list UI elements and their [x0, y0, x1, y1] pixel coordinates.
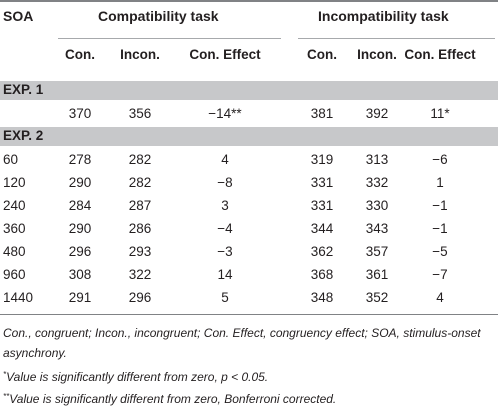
value-cell: 308 — [68, 267, 92, 282]
value-cell: 368 — [310, 267, 334, 282]
table-row: 960 308 322 14 368 361 −7 — [0, 264, 498, 287]
subheader-con-effect: Con. Effect — [189, 47, 261, 62]
section-label: EXP. 1 — [3, 82, 44, 97]
value-cell: 313 — [365, 152, 389, 167]
value-cell: 286 — [128, 221, 152, 236]
value-cell: 357 — [365, 244, 389, 259]
value-cell: 287 — [128, 198, 152, 213]
value-cell: −7 — [432, 267, 448, 282]
value-cell: 332 — [365, 175, 389, 190]
section-label: EXP. 2 — [3, 128, 44, 143]
table-row: 480 296 293 −3 362 357 −5 — [0, 241, 498, 264]
value-cell: 381 — [310, 106, 334, 121]
value-cell: −6 — [432, 152, 448, 167]
soa-cell: 480 — [3, 244, 26, 259]
group-rule-compatibility — [58, 38, 281, 39]
table-top-rule — [0, 0, 498, 2]
subheader-con: Con. — [65, 47, 95, 62]
soa-cell: 120 — [3, 175, 26, 190]
group-header-incompatibility: Incompatibility task — [318, 8, 449, 24]
value-cell: −5 — [432, 244, 448, 259]
value-cell: 352 — [365, 290, 389, 305]
value-cell: 356 — [128, 106, 152, 121]
value-cell: 296 — [68, 244, 92, 259]
value-cell: 322 — [128, 267, 152, 282]
value-cell: 296 — [128, 290, 152, 305]
table-bottom-rule — [0, 314, 498, 315]
table-row: 1440 291 296 5 348 352 4 — [0, 287, 498, 310]
value-cell: −8 — [217, 175, 233, 190]
value-cell: 290 — [68, 221, 92, 236]
value-cell: 290 — [68, 175, 92, 190]
value-cell: 282 — [128, 152, 152, 167]
soa-cell: 360 — [3, 221, 26, 236]
value-cell: −1 — [432, 221, 448, 236]
value-cell: 3 — [221, 198, 229, 213]
table-footnotes: Con., congruent; Incon., incongruent; Co… — [3, 323, 493, 409]
footnote-bonferroni: **Value is significantly different from … — [3, 387, 493, 409]
value-cell: 344 — [310, 221, 334, 236]
value-cell: 1 — [436, 175, 444, 190]
value-cell: 293 — [128, 244, 152, 259]
table-row: 360 290 286 −4 344 343 −1 — [0, 218, 498, 241]
value-cell: 282 — [128, 175, 152, 190]
section-band-exp2: EXP. 2 — [0, 127, 498, 146]
value-cell: 284 — [68, 198, 92, 213]
value-cell: 362 — [310, 244, 334, 259]
table-row: 60 278 282 4 319 313 −6 — [0, 149, 498, 172]
value-cell: 4 — [221, 152, 229, 167]
table-row: 370 356 −14** 381 392 11* — [0, 103, 498, 126]
subheader-row: Con. Incon. Con. Effect Con. Incon. Con.… — [0, 44, 498, 67]
group-header-compatibility: Compatibility task — [98, 8, 219, 24]
value-cell: −4 — [217, 221, 233, 236]
footnote-mark: ** — [3, 392, 10, 401]
value-cell: 331 — [310, 198, 334, 213]
subheader-incon: Incon. — [120, 47, 160, 62]
value-cell: 361 — [365, 267, 389, 282]
soa-cell: 240 — [3, 198, 26, 213]
value-cell: 370 — [68, 106, 92, 121]
value-cell: 278 — [68, 152, 92, 167]
value-cell: 291 — [68, 290, 92, 305]
soa-cell: 60 — [3, 152, 19, 167]
value-cell: 319 — [310, 152, 334, 167]
value-cell: 331 — [310, 175, 334, 190]
subheader-incon: Incon. — [357, 47, 397, 62]
table-row: 120 290 282 −8 331 332 1 — [0, 172, 498, 195]
subheader-con: Con. — [307, 47, 337, 62]
footnote-text: Value is significantly different from ze… — [9, 392, 337, 406]
value-cell: 4 — [436, 290, 444, 305]
value-cell: 14 — [217, 267, 233, 282]
footnote-text: Value is significantly different from ze… — [6, 370, 269, 384]
value-cell: 348 — [310, 290, 334, 305]
footnote-abbreviations: Con., congruent; Incon., incongruent; Co… — [3, 326, 481, 360]
subheader-con-effect: Con. Effect — [404, 47, 476, 62]
footnote-significance: *Value is significantly different from z… — [3, 365, 493, 387]
soa-cell: 960 — [3, 267, 26, 282]
value-cell: 392 — [365, 106, 389, 121]
column-header-soa: SOA — [3, 8, 34, 24]
value-cell: 330 — [365, 198, 389, 213]
group-rule-incompatibility — [298, 38, 495, 39]
value-cell: 343 — [365, 221, 389, 236]
footnote-mark: * — [3, 370, 7, 379]
table-row: 240 284 287 3 331 330 −1 — [0, 195, 498, 218]
value-cell: 5 — [221, 290, 229, 305]
section-band-exp1: EXP. 1 — [0, 81, 498, 100]
value-cell: −14** — [208, 106, 242, 121]
value-cell: 11* — [430, 106, 450, 121]
soa-cell: 1440 — [3, 290, 34, 305]
value-cell: −1 — [432, 198, 448, 213]
value-cell: −3 — [217, 244, 233, 259]
